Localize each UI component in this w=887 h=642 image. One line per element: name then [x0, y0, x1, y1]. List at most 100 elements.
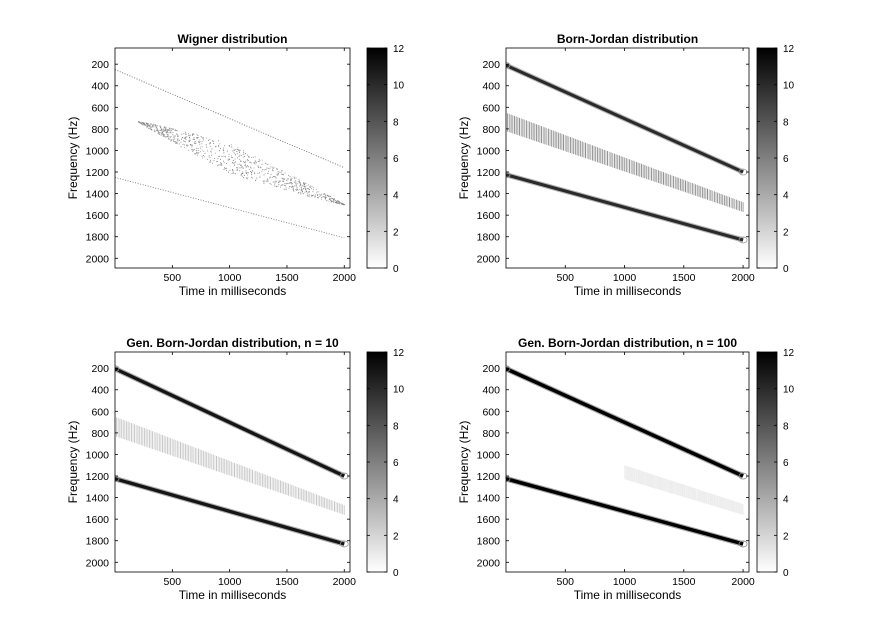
y-tick-label: 1000 — [477, 449, 501, 461]
chirp-component-1 — [506, 367, 744, 478]
colorbar-tick-label: 12 — [393, 348, 405, 359]
interference-band — [506, 112, 744, 212]
y-tick-label: 400 — [91, 81, 109, 93]
y-tick-label: 1800 — [477, 232, 501, 244]
panel-title: Wigner distribution — [178, 32, 288, 46]
colorbar-tick-label: 10 — [783, 81, 795, 92]
colorbar-tick-label: 0 — [783, 264, 789, 275]
y-tick-label: 1200 — [86, 471, 110, 483]
colorbar-tick-label: 6 — [783, 154, 789, 165]
interference-cloud — [137, 121, 346, 206]
colorbar-tick-label: 6 — [783, 458, 789, 469]
colorbar-tick-label: 4 — [393, 495, 399, 506]
chirp-component-2 — [115, 176, 345, 239]
colorbar-tick-label: 4 — [393, 191, 399, 202]
x-tick-label: 2000 — [731, 272, 755, 284]
x-tick-label: 500 — [557, 576, 575, 588]
y-tick-label: 400 — [91, 385, 109, 397]
plot-content — [115, 69, 346, 239]
y-tick-label: 600 — [91, 406, 109, 418]
y-tick-label: 2000 — [86, 557, 110, 569]
y-tick-label: 1200 — [86, 167, 110, 179]
colorbar-tick-label: 12 — [783, 44, 795, 55]
y-tick-label: 1400 — [86, 493, 110, 505]
colorbar-tick-label: 0 — [393, 568, 399, 579]
x-axis-label: Time in milliseconds — [179, 588, 287, 602]
interference-band — [624, 465, 744, 515]
colorbar-tick-label: 0 — [393, 264, 399, 275]
y-tick-label: 400 — [482, 81, 500, 93]
colorbar-tick-label: 6 — [393, 458, 399, 469]
chirp-component-2 — [115, 477, 345, 546]
x-axis-label: Time in milliseconds — [574, 284, 682, 298]
y-tick-label: 1400 — [477, 189, 501, 201]
y-tick-label: 1000 — [86, 449, 110, 461]
y-tick-label: 800 — [91, 428, 109, 440]
colorbar-tick-label: 8 — [783, 117, 789, 128]
colorbar-tick-label: 8 — [393, 421, 399, 432]
y-tick-label: 2000 — [86, 253, 110, 265]
plot-content — [506, 61, 748, 244]
chirp-endpoint-1-1 — [506, 61, 511, 69]
x-tick-label: 500 — [164, 272, 182, 284]
colorbar-tick-label: 12 — [393, 44, 405, 55]
chirp-endpoint-2-2 — [738, 236, 748, 244]
y-tick-label: 2000 — [477, 557, 501, 569]
chirp-component-1 — [115, 367, 345, 478]
plot-content — [115, 365, 349, 548]
y-axis-label: Frequency (Hz) — [66, 117, 80, 200]
chirp-endpoint-1-1 — [506, 365, 511, 373]
x-tick-label: 2000 — [333, 272, 357, 284]
y-tick-label: 2000 — [477, 253, 501, 265]
y-tick-label: 1000 — [86, 145, 110, 157]
colorbar-tick-label: 0 — [783, 568, 789, 579]
x-tick-label: 1500 — [672, 272, 696, 284]
y-tick-label: 200 — [482, 59, 500, 71]
x-tick-label: 1000 — [218, 576, 242, 588]
x-axis-label: Time in milliseconds — [574, 588, 682, 602]
colorbar-tick-label: 10 — [783, 385, 795, 396]
plot-content — [506, 365, 748, 548]
y-axis-label: Frequency (Hz) — [457, 421, 471, 504]
colorbar-tick-label: 2 — [393, 227, 399, 238]
panel-1: 500 1000 1500 2000 200 400 600 800 1000 1200 1400 1… — [66, 32, 405, 298]
x-tick-label: 1000 — [613, 272, 637, 284]
y-tick-label: 600 — [482, 102, 500, 114]
y-tick-label: 1600 — [86, 514, 110, 526]
y-tick-label: 400 — [482, 385, 500, 397]
chirp-endpoint-2-2 — [738, 540, 748, 548]
y-tick-label: 1800 — [477, 536, 501, 548]
colorbar-tick-label: 4 — [783, 191, 789, 202]
y-tick-label: 1400 — [86, 189, 110, 201]
y-tick-label: 800 — [482, 124, 500, 136]
colorbar-tick-label: 8 — [783, 421, 789, 432]
panel-title: Born-Jordan distribution — [557, 32, 698, 46]
y-tick-label: 1600 — [86, 210, 110, 222]
panel-4: 500 1000 1500 2000 200 400 600 800 1000 1200 1400 1… — [457, 336, 795, 602]
chirp-component-2 — [506, 477, 744, 546]
y-tick-label: 1800 — [86, 536, 110, 548]
colorbar-tick-label: 10 — [393, 81, 405, 92]
y-tick-label: 600 — [91, 102, 109, 114]
x-axis-label: Time in milliseconds — [179, 284, 287, 298]
panel-2: 500 1000 1500 2000 200 400 600 800 1000 1200 1400 1… — [457, 32, 795, 298]
y-tick-label: 200 — [91, 59, 109, 71]
x-tick-label: 2000 — [731, 576, 755, 588]
colorbar-tick-label: 4 — [783, 495, 789, 506]
colorbar-tick-label: 12 — [783, 348, 795, 359]
axes-frame — [114, 47, 351, 269]
colorbar-tick-label: 2 — [783, 227, 789, 238]
colorbar-tick-label: 2 — [393, 531, 399, 542]
colorbar-tick-label: 6 — [393, 154, 399, 165]
interference-band — [115, 416, 345, 515]
colorbar-tick-label: 10 — [393, 385, 405, 396]
y-tick-label: 1800 — [86, 232, 110, 244]
y-tick-label: 1400 — [477, 493, 501, 505]
y-tick-label: 200 — [91, 363, 109, 375]
chirp-component-2 — [506, 173, 744, 242]
panel-title: Gen. Born-Jordan distribution, n = 10 — [126, 336, 339, 350]
y-tick-label: 800 — [91, 124, 109, 136]
chirp-endpoint-1-1 — [115, 365, 120, 373]
chirp-endpoint-2-1 — [506, 475, 511, 483]
x-tick-label: 500 — [164, 576, 182, 588]
